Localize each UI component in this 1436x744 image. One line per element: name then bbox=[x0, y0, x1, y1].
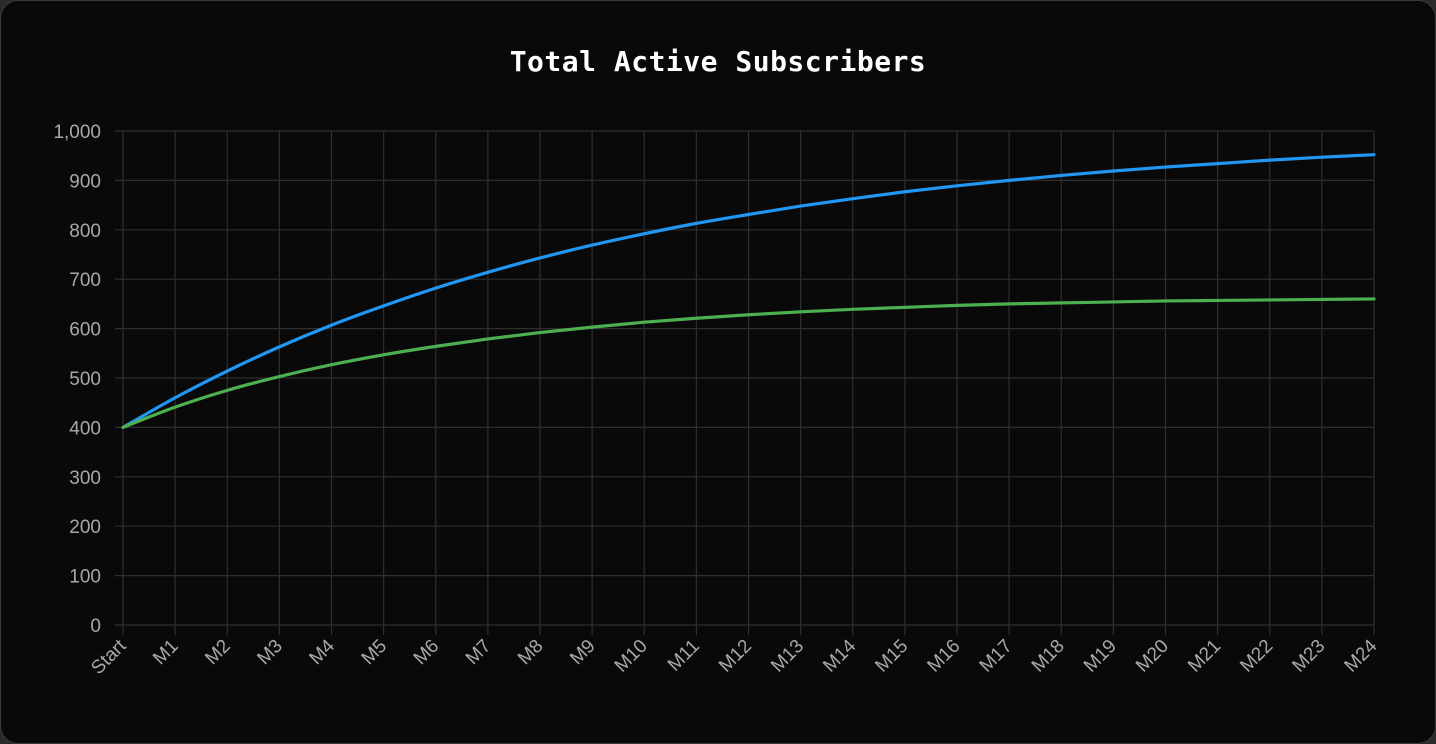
x-tick-label: M24 bbox=[1341, 635, 1382, 676]
y-tick-label: 500 bbox=[69, 369, 101, 390]
x-tick-label: M7 bbox=[462, 636, 496, 670]
x-tick-label: M1 bbox=[149, 636, 183, 670]
x-tick-label: M13 bbox=[767, 636, 808, 677]
x-tick-label: M16 bbox=[924, 636, 965, 677]
x-tick-label: M21 bbox=[1184, 636, 1225, 677]
x-tick-label: Start bbox=[87, 635, 131, 679]
y-tick-label: 900 bbox=[69, 171, 101, 192]
x-tick-label: M4 bbox=[306, 635, 340, 669]
x-tick-label: M10 bbox=[611, 636, 652, 677]
y-tick-label: 0 bbox=[90, 616, 101, 637]
y-tick-label: 700 bbox=[69, 270, 101, 291]
grid bbox=[115, 130, 1375, 635]
x-tick-label: M18 bbox=[1028, 636, 1069, 677]
y-tick-label: 200 bbox=[69, 517, 101, 538]
x-tick-label: M22 bbox=[1236, 636, 1277, 677]
x-tick-label: M6 bbox=[410, 636, 444, 670]
x-tick-label: M23 bbox=[1288, 636, 1329, 677]
x-tick-label: M15 bbox=[871, 636, 912, 677]
y-tick-label: 800 bbox=[69, 221, 101, 242]
x-tick-label: M5 bbox=[358, 636, 392, 670]
y-tick-label: 600 bbox=[69, 320, 101, 341]
x-tick-label: M19 bbox=[1080, 636, 1121, 677]
x-tick-label: M8 bbox=[514, 636, 548, 670]
x-tick-label: M9 bbox=[566, 636, 600, 670]
x-tick-label: M12 bbox=[715, 636, 756, 677]
x-axis: Start M1 M2 M3 M4 M5 M6 M7 M8 M9 M10 M11 M12 M13 M14 M1… bbox=[87, 635, 1382, 679]
y-tick-label: 1,000 bbox=[53, 122, 101, 143]
x-tick-label: M2 bbox=[201, 636, 235, 670]
y-axis: 0 100 200 300 400 500 600 700 800 900 1,000 bbox=[53, 122, 101, 637]
chart-title: Total Active Subscribers bbox=[509, 45, 927, 78]
series-lines bbox=[121, 153, 1376, 429]
x-tick-label: M20 bbox=[1132, 636, 1173, 677]
x-tick-label: M17 bbox=[976, 636, 1017, 677]
y-tick-label: 400 bbox=[69, 418, 101, 439]
x-tick-label: M14 bbox=[819, 635, 860, 676]
y-tick-label: 300 bbox=[69, 468, 101, 489]
y-tick-label: 100 bbox=[69, 567, 101, 588]
x-tick-label: M11 bbox=[664, 636, 704, 676]
x-tick-label: M3 bbox=[253, 636, 287, 670]
